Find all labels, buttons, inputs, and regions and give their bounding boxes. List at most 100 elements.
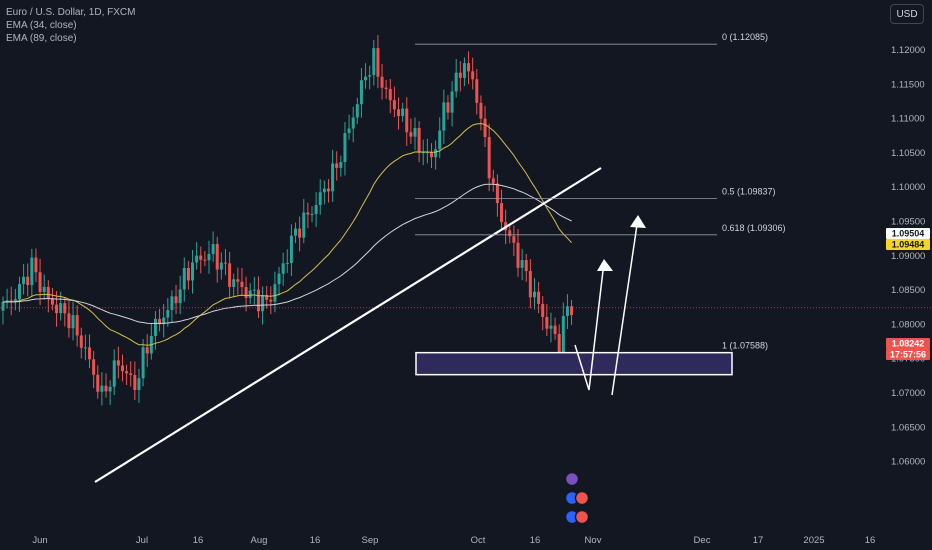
candle-body xyxy=(442,102,446,131)
candle-body xyxy=(372,48,376,76)
candle-body xyxy=(75,315,79,336)
candle-body xyxy=(491,178,495,184)
price-axis[interactable]: 1.12000 1.11500 1.11000 1.10500 1.10000 1.095… xyxy=(891,45,925,468)
candle-body xyxy=(199,255,203,260)
candle-body xyxy=(364,76,368,81)
candle-body xyxy=(425,152,429,154)
price-tick-label: 1.09500 xyxy=(891,217,925,228)
candle-body xyxy=(158,318,162,325)
time-tick-label: Nov xyxy=(585,535,602,546)
projection-path-1 xyxy=(574,261,605,391)
candle-body xyxy=(314,205,318,215)
event-icon xyxy=(574,509,590,525)
candle-body xyxy=(186,267,190,281)
candlestick-series xyxy=(1,34,574,406)
candle-body xyxy=(116,360,120,366)
candle-body xyxy=(541,303,545,318)
candle-body xyxy=(355,104,359,118)
trendline xyxy=(94,167,602,483)
demand-zone xyxy=(415,351,733,376)
candle-body xyxy=(479,102,483,119)
price-tick-label: 1.08500 xyxy=(891,285,925,296)
ema34-legend[interactable]: EMA (34, close) xyxy=(6,20,77,31)
event-icon xyxy=(564,471,580,487)
candle-body xyxy=(306,212,310,215)
price-tick-label: 1.08000 xyxy=(891,319,925,330)
candle-body xyxy=(467,63,471,72)
candle-body xyxy=(335,163,339,168)
candle-body xyxy=(67,313,71,329)
event-icons[interactable] xyxy=(564,471,590,525)
candle-body xyxy=(34,257,38,273)
candle-body xyxy=(285,262,289,264)
candle-body xyxy=(331,163,335,192)
candle-body xyxy=(326,188,330,192)
price-tick-label: 1.11500 xyxy=(891,79,925,90)
ema89-legend[interactable]: EMA (89, close) xyxy=(6,33,77,44)
candle-body xyxy=(429,152,433,158)
candle-body xyxy=(409,132,413,137)
price-tag xyxy=(886,239,930,250)
candle-body xyxy=(339,162,343,168)
price-tick-label: 1.10500 xyxy=(891,148,925,159)
candle-body xyxy=(265,295,269,300)
candle-body xyxy=(376,48,380,77)
candle-body xyxy=(55,304,59,314)
candle-body xyxy=(557,334,561,356)
candle-body xyxy=(240,281,244,288)
candle-body xyxy=(26,276,30,286)
arrow-head-1 xyxy=(597,259,613,271)
candle-body xyxy=(302,212,306,238)
symbol-title[interactable]: Euro / U.S. Dollar, 1D, FXCM xyxy=(6,7,136,18)
candle-body xyxy=(532,291,536,298)
candle-body xyxy=(191,262,195,281)
candle-body xyxy=(322,188,326,193)
candle-body xyxy=(508,230,512,237)
price-tick-label: 1.10000 xyxy=(891,182,925,193)
candle-body xyxy=(46,286,50,299)
candle-body xyxy=(516,242,520,268)
time-tick-label: Jul xyxy=(136,535,148,546)
candle-body xyxy=(368,75,372,77)
candle-body xyxy=(384,87,388,89)
fib-level-label: 1 (1.07588) xyxy=(722,341,768,351)
candle-body xyxy=(120,365,124,372)
time-axis[interactable]: Jun Jul 16 Aug 16 Sep Oct 16 Nov Dec 17 2025 16 xyxy=(32,535,875,546)
candle-body xyxy=(565,306,569,316)
candle-body xyxy=(153,318,157,336)
candle-body xyxy=(5,300,9,302)
candle-body xyxy=(277,273,281,285)
candle-body xyxy=(413,128,417,137)
fib-level-label: 0 (1.12085) xyxy=(722,32,768,42)
candle-body xyxy=(9,300,13,302)
price-tick-label: 1.07000 xyxy=(891,388,925,399)
candle-body xyxy=(129,373,133,376)
candle-body xyxy=(223,262,227,264)
time-tick-label: Oct xyxy=(471,535,486,546)
candle-body xyxy=(1,301,5,311)
candle-body xyxy=(261,295,265,312)
fib-level-label: 0.618 (1.09306) xyxy=(722,223,786,233)
time-tick-label: Sep xyxy=(362,535,379,546)
currency-button[interactable]: USD xyxy=(890,4,924,24)
candle-body xyxy=(537,291,541,304)
candle-body xyxy=(347,128,351,134)
candle-body xyxy=(71,315,75,329)
fib-level-label: 0.5 (1.09837) xyxy=(722,186,776,196)
candle-body xyxy=(561,315,565,356)
candle-body xyxy=(520,260,524,268)
candle-body xyxy=(269,299,273,302)
candle-body xyxy=(298,228,302,238)
candle-body xyxy=(211,244,215,254)
candle-body xyxy=(524,260,528,272)
time-tick-label: 16 xyxy=(193,535,204,546)
candle-body xyxy=(203,259,207,261)
ema34-line xyxy=(2,123,572,346)
ema-lines xyxy=(2,123,572,346)
candle-body xyxy=(104,385,108,392)
candle-body xyxy=(397,109,401,117)
candle-body xyxy=(483,118,487,138)
candle-body xyxy=(145,347,149,354)
candle-body xyxy=(417,128,421,153)
